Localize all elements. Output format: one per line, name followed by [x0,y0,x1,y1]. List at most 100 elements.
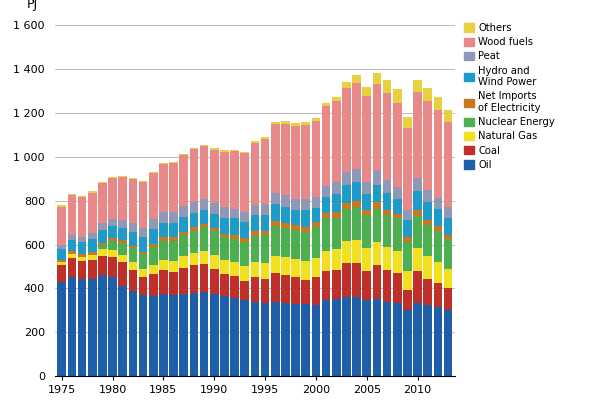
Bar [424,305,432,376]
Bar [88,193,97,233]
Bar [271,255,280,273]
Bar [403,220,412,237]
Bar [373,73,381,84]
Bar [271,221,280,226]
Bar [139,228,148,237]
Bar [118,243,127,255]
Bar [189,202,198,213]
Bar [108,257,117,278]
Bar [240,222,249,238]
Bar [383,247,392,270]
Bar [118,220,127,228]
Bar [149,173,158,219]
Bar [332,299,341,376]
Bar [332,102,341,182]
Bar [261,303,270,376]
Bar [332,212,341,218]
Bar [180,235,188,256]
Bar [78,197,86,237]
Bar [342,297,351,376]
Bar [210,214,219,228]
Bar [424,88,432,101]
Bar [88,278,97,376]
Bar [220,217,229,234]
Bar [271,204,280,221]
Bar [210,269,219,294]
Bar [311,258,320,278]
Bar [302,261,310,280]
Bar [251,236,259,262]
Bar [78,261,86,278]
Bar [261,139,270,204]
Bar [58,262,66,265]
Bar [302,227,310,232]
Bar [139,278,148,295]
Bar [78,237,86,242]
Bar [251,278,259,302]
Bar [322,186,330,197]
Bar [159,237,168,241]
Bar [149,247,158,265]
Bar [58,282,66,376]
Bar [332,270,341,299]
Bar [200,224,208,227]
Bar [200,146,208,199]
Bar [118,240,127,243]
Bar [159,260,168,270]
Bar [58,265,66,282]
Bar [58,250,66,260]
Bar [139,254,148,269]
Bar [139,182,148,228]
Bar [373,209,381,242]
Bar [362,96,371,182]
Bar [281,206,290,223]
Bar [383,193,392,210]
Bar [271,125,280,193]
Bar [251,262,259,278]
Bar [180,217,188,232]
Bar [98,181,107,183]
Bar [67,254,76,257]
Bar [98,255,107,275]
Bar [444,110,452,122]
Bar [433,262,443,283]
Bar [210,255,219,269]
Bar [180,294,188,376]
Bar [251,141,259,143]
Bar [129,246,137,248]
Bar [149,172,158,173]
Bar [352,201,361,207]
Bar [352,207,361,240]
Bar [413,303,422,376]
Bar [139,269,148,278]
Bar [108,219,117,226]
Bar [118,177,127,220]
Bar [210,150,219,204]
Bar [169,223,178,237]
Bar [403,210,412,220]
Bar [129,291,137,376]
Bar [180,155,188,206]
Bar [169,261,178,272]
Bar [373,185,381,202]
Bar [149,274,158,296]
Bar [58,206,66,245]
Bar [302,280,310,304]
Bar [78,242,86,255]
Bar [240,242,249,266]
Bar [118,286,127,376]
Bar [220,207,229,217]
Bar [129,178,137,179]
Bar [159,241,168,260]
Bar [189,293,198,376]
Bar [413,248,422,271]
Bar [98,230,107,243]
Bar [342,185,351,203]
Bar [332,182,341,194]
Bar [413,216,422,248]
Bar [200,251,208,264]
Bar [424,101,432,190]
Bar [240,152,249,153]
Bar [98,223,107,230]
Bar [118,176,127,177]
